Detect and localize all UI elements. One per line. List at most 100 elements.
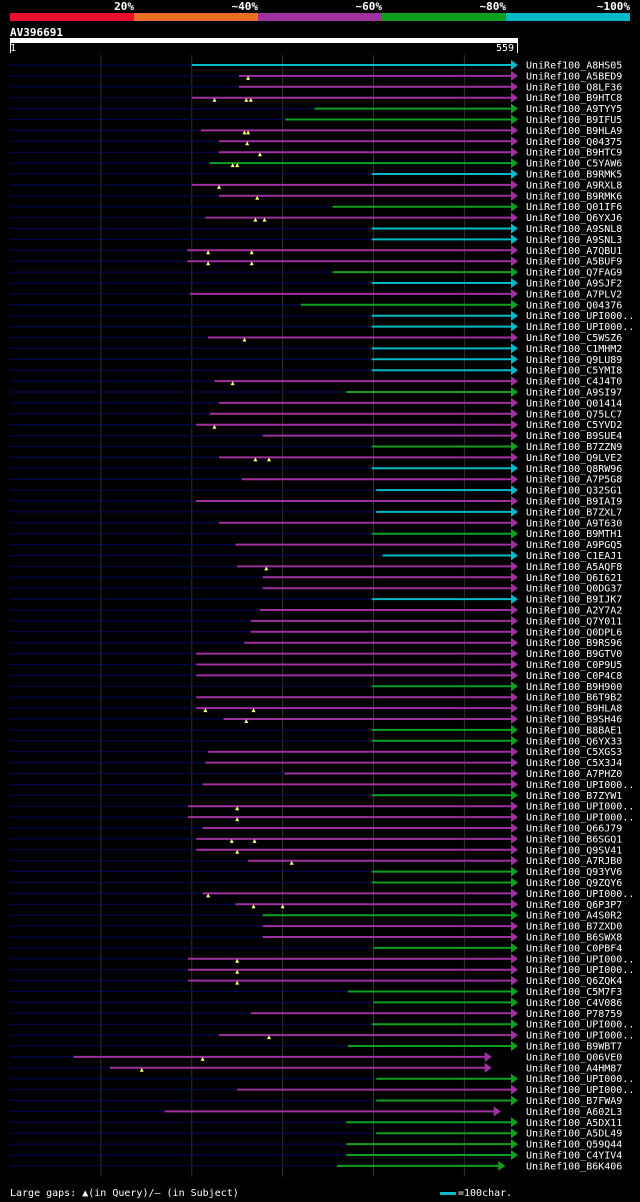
hit-arrow [511,779,518,790]
hit-arrow [511,724,518,735]
hit-label: UniRef100_Q66J79 [526,824,622,835]
gap-marker [252,838,257,843]
hit-label: UniRef100_UPI000.. [526,322,634,333]
hit-arrow [511,550,518,561]
hit-arrow [511,70,518,81]
hit-label: UniRef100_C5M7F3 [526,987,622,998]
gap-marker [249,250,254,255]
hit-label: UniRef100_UPI000.. [526,965,634,976]
gap-marker [242,130,247,135]
hit-arrow [511,572,518,583]
gap-marker [249,261,254,266]
hit-label: UniRef100_A602L3 [526,1107,622,1118]
hit-label: UniRef100_A9SJF2 [526,279,622,290]
gap-marker [235,849,240,854]
hit-arrow [511,343,518,354]
hit-arrow [511,441,518,452]
hit-label: UniRef100_A9SNL8 [526,224,622,235]
legend-segment-100 [506,13,630,21]
hit-label: UniRef100_B9HTC8 [526,93,622,104]
hit-arrow [511,365,518,376]
hit-label: UniRef100_Q9LVE2 [526,453,622,464]
gap-marker [235,969,240,974]
hit-label: UniRef100_C0P4C8 [526,671,622,682]
hit-label: UniRef100_B6K406 [526,1161,622,1172]
hit-arrow [511,190,518,201]
hit-arrow [511,964,518,975]
hit-label: UniRef100_B6T9B2 [526,693,622,704]
hit-label: UniRef100_UPI000.. [526,1074,634,1085]
hit-label: UniRef100_Q0DG37 [526,584,622,595]
hit-label: UniRef100_Q6YX33 [526,736,622,747]
gap-marker [212,424,217,429]
hit-arrow [511,212,518,223]
hit-label: UniRef100_B9H900 [526,682,622,693]
hit-arrow [511,408,518,419]
hit-label: UniRef100_Q75LC7 [526,409,622,420]
hit-label: UniRef100_A5BED9 [526,71,622,82]
hit-arrow [511,506,518,517]
hit-arrow [511,1150,518,1160]
hit-label: UniRef100_B9MTH1 [526,529,622,540]
hit-label: UniRef100_Q59Q44 [526,1140,622,1151]
hit-label: UniRef100_Q04376 [526,300,622,311]
hit-arrow [511,147,518,158]
hit-arrow [511,801,518,812]
legend-label-40: ~40% [231,0,259,13]
gap-marker [289,860,294,865]
gap-marker [253,457,258,462]
hit-arrow [511,430,518,441]
hit-arrow [511,354,518,365]
gap-marker [235,806,240,811]
hit-label: UniRef100_A9RXL8 [526,180,622,191]
hit-arrow [511,888,518,899]
legend-segment-80 [382,13,506,21]
hit-label: UniRef100_B9RS96 [526,638,622,649]
hit-label: UniRef100_Q6YXJ6 [526,213,622,224]
gap-marker [200,1056,205,1061]
hit-arrow [511,1041,518,1051]
hit-arrow [511,932,518,942]
gap-marker [266,1035,271,1040]
hit-label: UniRef100_B9RMK6 [526,191,622,202]
hit-arrow [511,539,518,550]
hit-label: UniRef100_C4J4T0 [526,377,622,388]
hit-label: UniRef100_UPI000.. [526,311,634,322]
hit-arrow [511,899,518,910]
hit-arrow [511,648,518,659]
hit-label: UniRef100_Q01414 [526,398,622,409]
legend-segment-20 [10,13,134,21]
hit-arrow [511,299,518,310]
legend-segment-60 [258,13,382,21]
hit-arrow [511,1128,518,1139]
ruler-start-label: 1 [10,43,17,54]
gap-marker [230,381,235,386]
hit-arrow [511,833,518,844]
hit-arrow [511,986,518,997]
hit-arrow [484,1051,492,1062]
gap-marker [244,97,249,102]
hit-label: UniRef100_C0PBF4 [526,943,622,954]
hit-label: UniRef100_UPI000.. [526,954,634,965]
hit-label: UniRef100_C5X3J4 [526,758,622,769]
gap-marker [253,217,258,222]
gap-marker [206,250,211,255]
hit-label: UniRef100_Q7FAG9 [526,268,622,279]
hit-label: UniRef100_Q8LF36 [526,82,622,93]
hit-label: UniRef100_B9IJK7 [526,595,622,606]
hit-label: UniRef100_UPI000.. [526,1020,634,1031]
hit-label: UniRef100_A9T630 [526,518,622,529]
gap-marker [248,97,253,102]
hit-arrow [511,496,518,506]
header: 20% ~40% ~60% ~80% ~100% AV396691 1 559 [0,0,640,60]
hit-label: UniRef100_C5YMI8 [526,366,622,377]
hit-arrow [511,60,518,70]
hit-arrow [498,1160,506,1171]
hit-label: UniRef100_A7RJB0 [526,856,622,867]
hit-label: UniRef100_B9IFU5 [526,115,622,126]
hit-label: UniRef100_B7ZXD0 [526,922,622,933]
hit-arrow [511,397,518,408]
hit-arrow [511,921,518,932]
hit-label: UniRef100_A4HM87 [526,1063,622,1074]
gap-marker [244,719,249,723]
